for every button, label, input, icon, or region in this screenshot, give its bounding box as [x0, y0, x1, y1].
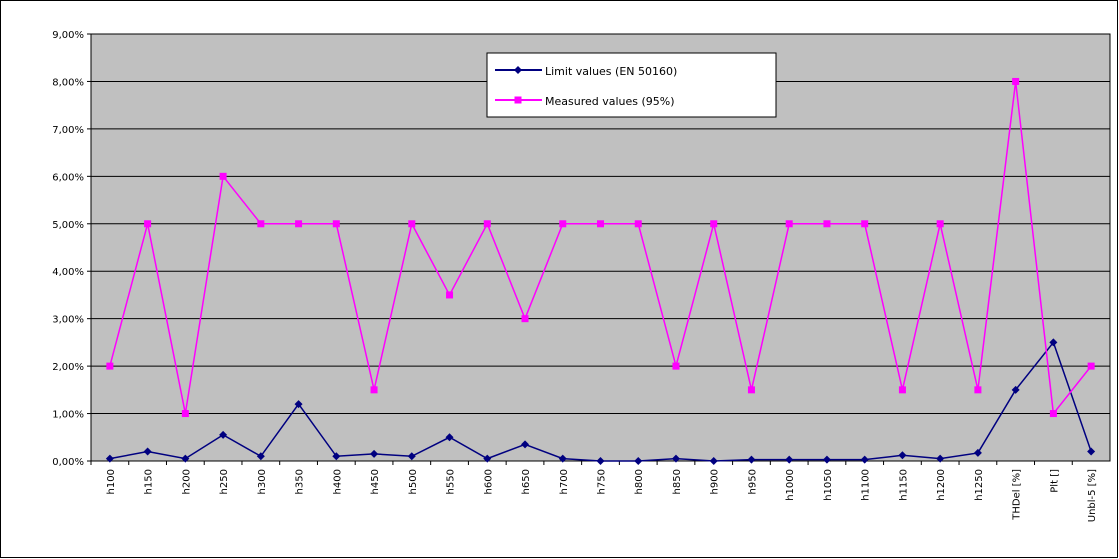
point	[521, 440, 530, 449]
x-tick-label: h650	[521, 469, 532, 494]
x-tick-label: h1150	[898, 469, 909, 501]
point	[181, 454, 190, 463]
y-tick-label: 6,00%	[52, 172, 84, 183]
point	[256, 452, 265, 461]
point	[559, 220, 567, 228]
y-tick-label: 9,00%	[52, 30, 84, 41]
y-tick-label: 3,00%	[52, 315, 84, 326]
point	[747, 455, 756, 464]
point	[332, 452, 341, 461]
x-tick-label: h250	[219, 469, 230, 494]
y-tick-label: 8,00%	[52, 77, 84, 88]
x-tick-label: h550	[446, 469, 457, 494]
y-tick-label: 1,00%	[52, 410, 84, 421]
legend-label: Measured values (95%)	[545, 95, 675, 108]
legend-marker	[514, 96, 522, 104]
x-tick-label: h850	[672, 469, 683, 494]
x-tick-label: h1200	[936, 469, 947, 501]
x-tick-label: h150	[144, 469, 155, 494]
point	[822, 455, 831, 464]
point	[295, 220, 303, 228]
point	[785, 220, 793, 228]
x-tick-label: h400	[332, 469, 343, 494]
x-tick-label: h100	[106, 469, 117, 494]
point	[634, 220, 642, 228]
point	[257, 220, 265, 228]
point	[408, 220, 416, 228]
point	[973, 448, 982, 457]
x-tick-label: h700	[559, 469, 570, 494]
point	[219, 172, 227, 180]
point	[936, 454, 945, 463]
x-tick-label: THDel [%]	[1012, 469, 1023, 521]
point	[1087, 447, 1096, 456]
x-tick-label: h500	[408, 469, 419, 494]
point	[370, 449, 379, 458]
x-tick-label: h600	[483, 469, 494, 494]
x-tick-label: h750	[597, 469, 608, 494]
x-tick-label: Unbl-5 [%]	[1087, 469, 1098, 522]
point	[445, 433, 454, 442]
point	[672, 362, 680, 370]
point	[709, 457, 718, 465]
x-tick-label: h1100	[861, 469, 872, 501]
point	[1049, 410, 1057, 418]
point	[1049, 338, 1058, 347]
point	[521, 315, 529, 323]
point	[332, 220, 340, 228]
point	[483, 220, 491, 228]
point	[1012, 77, 1020, 85]
y-tick-label: 4,00%	[52, 267, 84, 278]
point	[483, 454, 492, 463]
x-tick-label: h800	[634, 469, 645, 494]
point	[558, 454, 567, 463]
point	[898, 451, 907, 460]
point	[898, 386, 906, 394]
point	[1011, 385, 1020, 394]
point	[671, 454, 680, 463]
point	[143, 447, 152, 456]
x-tick-label: h950	[747, 469, 758, 494]
point	[860, 455, 869, 464]
y-tick-label: 2,00%	[52, 362, 84, 373]
point	[294, 400, 303, 409]
point	[634, 457, 643, 465]
point	[105, 454, 114, 463]
point	[219, 430, 228, 439]
point	[446, 291, 454, 299]
point	[370, 386, 378, 394]
point	[181, 410, 189, 418]
legend-label: Limit values (EN 50160)	[545, 65, 677, 78]
point	[144, 220, 152, 228]
point	[106, 362, 114, 370]
x-tick-label: h300	[257, 469, 268, 494]
point	[823, 220, 831, 228]
y-tick-label: 5,00%	[52, 220, 84, 231]
point	[597, 220, 604, 228]
y-tick-label: 7,00%	[52, 125, 84, 136]
legend-marker	[514, 66, 522, 74]
legend-box	[486, 52, 777, 118]
x-tick-label: Plt []	[1049, 469, 1060, 493]
y-tick-label: 0,00%	[52, 457, 84, 468]
point	[974, 386, 982, 394]
point	[747, 386, 755, 394]
point	[407, 452, 416, 461]
x-tick-label: h200	[181, 469, 192, 494]
point	[861, 220, 869, 228]
point	[1087, 362, 1095, 370]
x-tick-label: h1250	[974, 469, 985, 501]
x-tick-label: h350	[295, 469, 306, 494]
point	[710, 220, 718, 228]
x-tick-label: h1050	[823, 469, 834, 501]
point	[785, 455, 794, 464]
x-tick-label: h450	[370, 469, 381, 494]
x-tick-label: h900	[710, 469, 721, 494]
point	[936, 220, 944, 228]
point	[596, 457, 605, 465]
x-tick-label: h1000	[785, 469, 796, 501]
